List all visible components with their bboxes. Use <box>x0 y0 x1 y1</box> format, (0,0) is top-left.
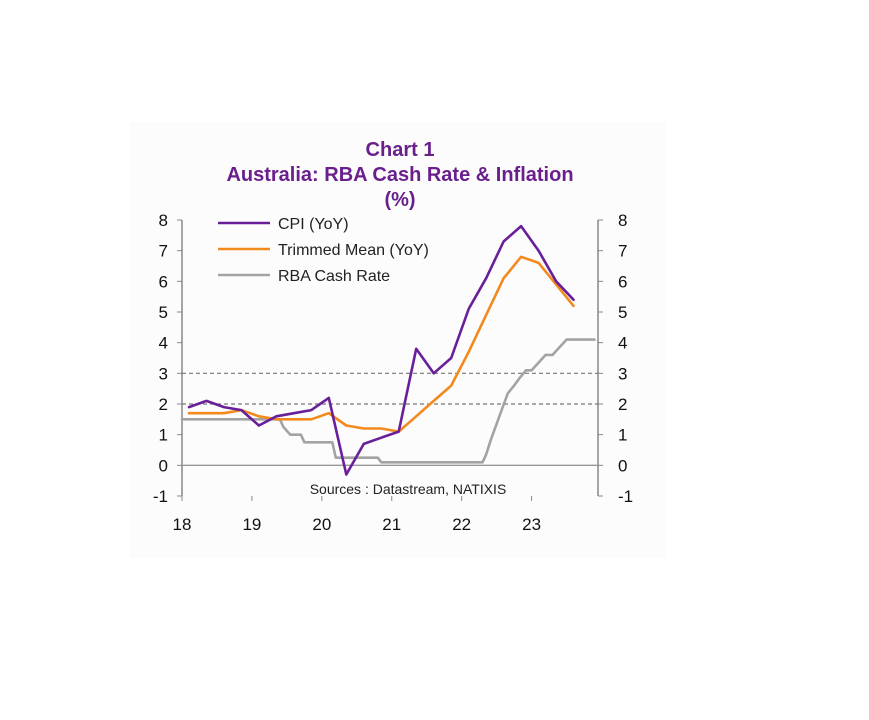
y-tick-label-right: 3 <box>618 364 627 383</box>
y-tick-label-left: 5 <box>159 303 168 322</box>
y-tick-label-right: -1 <box>618 487 633 506</box>
legend-label: RBA Cash Rate <box>278 268 390 285</box>
series-line-0 <box>187 224 575 476</box>
legend-label: Trimmed Mean (YoY) <box>278 242 429 259</box>
x-tick-label: 22 <box>452 515 471 534</box>
y-tick-label-left: -1 <box>153 487 168 506</box>
y-tick-label-right: 8 <box>618 211 627 230</box>
series-line-2 <box>180 338 596 464</box>
legend-label: CPI (YoY) <box>278 216 349 233</box>
y-tick-label-right: 1 <box>618 426 627 445</box>
y-tick-label-left: 8 <box>159 211 168 230</box>
y-tick-label-right: 5 <box>618 303 627 322</box>
y-tick-label-left: 4 <box>159 334 168 353</box>
y-tick-label-right: 2 <box>618 395 627 414</box>
y-tick-label-right: 7 <box>618 242 627 261</box>
y-tick-label-left: 3 <box>159 364 168 383</box>
y-tick-label-left: 6 <box>159 272 168 291</box>
y-tick-label-left: 1 <box>159 426 168 445</box>
source-note: Sources : Datastream, NATIXIS <box>310 481 507 497</box>
x-tick-label: 18 <box>173 515 192 534</box>
y-tick-label-right: 0 <box>618 456 627 475</box>
y-tick-label-left: 7 <box>159 242 168 261</box>
y-tick-label-left: 2 <box>159 395 168 414</box>
x-tick-label: 23 <box>522 515 541 534</box>
x-tick-label: 20 <box>312 515 331 534</box>
y-tick-label-right: 6 <box>618 272 627 291</box>
y-tick-label-right: 4 <box>618 334 627 353</box>
chart-titles: Chart 1 Australia: RBA Cash Rate & Infla… <box>130 138 670 213</box>
x-tick-label: 19 <box>242 515 261 534</box>
chart-title: Chart 1 <box>365 139 435 161</box>
chart-unit: (%) <box>384 189 416 211</box>
y-tick-label-left: 0 <box>159 456 168 475</box>
x-tick-label: 21 <box>382 515 401 534</box>
series-line-1 <box>187 255 575 433</box>
chart-subtitle: Australia: RBA Cash Rate & Inflation <box>226 164 574 186</box>
